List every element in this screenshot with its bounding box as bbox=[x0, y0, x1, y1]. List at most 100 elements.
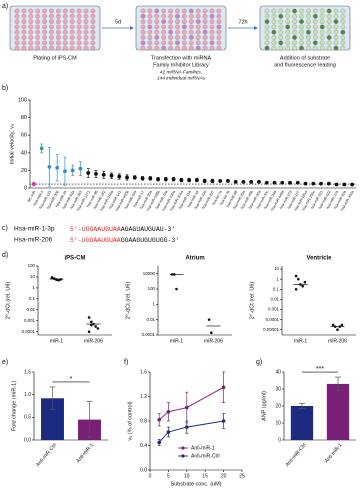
well bbox=[326, 45, 332, 51]
well bbox=[202, 19, 208, 24]
well bbox=[182, 35, 187, 40]
point bbox=[233, 179, 238, 184]
x-tick-label: 10 bbox=[184, 473, 190, 479]
well bbox=[62, 24, 68, 30]
y-tick-label: 0.4 bbox=[140, 443, 147, 449]
well bbox=[161, 19, 167, 24]
well bbox=[90, 24, 96, 30]
well bbox=[14, 13, 20, 19]
point bbox=[280, 180, 285, 185]
series-line bbox=[158, 386, 224, 421]
well bbox=[168, 45, 173, 51]
well bbox=[195, 35, 201, 40]
well bbox=[76, 24, 82, 30]
well bbox=[154, 40, 160, 46]
x-tick-label: miR-206 bbox=[328, 338, 347, 344]
well bbox=[49, 13, 54, 19]
well bbox=[216, 13, 222, 19]
well bbox=[147, 24, 153, 30]
well bbox=[140, 40, 146, 46]
well bbox=[147, 13, 153, 19]
well bbox=[161, 45, 167, 51]
point bbox=[340, 323, 344, 327]
y-tick-label: 0.001 bbox=[24, 318, 36, 323]
well bbox=[340, 29, 346, 35]
well bbox=[42, 45, 47, 51]
well bbox=[202, 8, 208, 14]
well bbox=[161, 8, 167, 14]
well bbox=[333, 19, 339, 24]
well bbox=[326, 29, 332, 35]
well bbox=[76, 35, 82, 40]
well bbox=[319, 8, 325, 14]
well bbox=[340, 35, 346, 40]
well bbox=[216, 8, 222, 14]
well bbox=[292, 8, 297, 14]
well bbox=[14, 24, 20, 30]
well bbox=[83, 29, 89, 35]
well bbox=[83, 19, 89, 24]
panel-label: b) bbox=[2, 85, 8, 92]
well bbox=[195, 40, 201, 46]
well bbox=[35, 40, 41, 46]
well bbox=[28, 19, 34, 24]
well bbox=[168, 29, 173, 35]
point bbox=[207, 318, 211, 321]
point bbox=[63, 169, 67, 174]
well bbox=[188, 40, 194, 46]
step-note: 144 individual miRNAs bbox=[157, 75, 206, 81]
well bbox=[76, 13, 82, 19]
well bbox=[56, 29, 61, 35]
well bbox=[209, 24, 215, 30]
well bbox=[202, 13, 208, 19]
well bbox=[168, 13, 173, 19]
well bbox=[264, 35, 270, 40]
x-tick-label: miR-206 bbox=[84, 338, 103, 344]
y-tick-label: 40 bbox=[275, 369, 281, 375]
well bbox=[90, 45, 96, 51]
point bbox=[303, 280, 307, 284]
well bbox=[69, 29, 75, 35]
error-bar bbox=[335, 376, 341, 392]
well bbox=[21, 29, 27, 35]
well bbox=[271, 19, 277, 24]
well bbox=[216, 40, 222, 46]
y-tick-label: 0.01 bbox=[26, 307, 35, 312]
well bbox=[49, 45, 54, 51]
well bbox=[312, 40, 318, 46]
well bbox=[56, 13, 61, 19]
well bbox=[326, 35, 332, 40]
well bbox=[14, 29, 20, 35]
panel-label: a) bbox=[2, 3, 8, 10]
seed-region: 5'-UGGAAUGUAA bbox=[70, 226, 121, 233]
well bbox=[14, 40, 20, 46]
well bbox=[140, 24, 146, 30]
point bbox=[326, 181, 331, 186]
well bbox=[216, 19, 222, 24]
error-bar bbox=[86, 401, 93, 439]
well bbox=[264, 29, 270, 35]
well bbox=[264, 13, 270, 19]
well bbox=[154, 19, 160, 24]
well bbox=[161, 35, 167, 40]
point bbox=[264, 180, 269, 185]
well bbox=[35, 13, 41, 19]
well bbox=[271, 40, 277, 46]
well bbox=[56, 19, 61, 24]
x-tick-label: 0 bbox=[149, 473, 152, 479]
well bbox=[168, 24, 173, 30]
y-tick-label: 0.01 bbox=[270, 297, 279, 302]
well bbox=[306, 29, 311, 35]
y-tick-label: 1.5 bbox=[24, 369, 31, 375]
y-tick-label: 0.0001 bbox=[22, 329, 36, 334]
well bbox=[28, 45, 34, 51]
y-tick-label: 0 bbox=[24, 185, 27, 191]
well bbox=[216, 35, 222, 40]
well bbox=[21, 19, 27, 24]
y-tick-label: 1 bbox=[277, 276, 280, 281]
well bbox=[49, 8, 54, 14]
point bbox=[90, 320, 93, 324]
y-tick-label: 0.8 bbox=[140, 418, 147, 424]
well bbox=[312, 8, 318, 14]
well bbox=[264, 45, 270, 51]
